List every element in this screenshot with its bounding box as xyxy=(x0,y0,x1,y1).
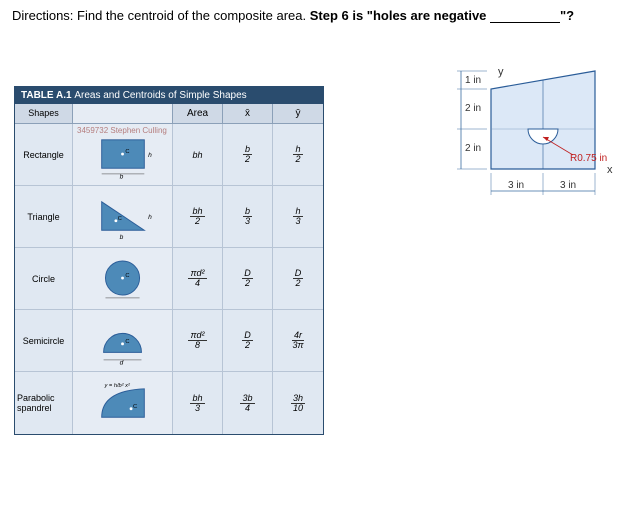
table-row: CircleCπd²4D2D2 xyxy=(15,248,323,310)
dir-bold: Step 6 is "holes are negative xyxy=(310,8,490,23)
row-area: πd²4 xyxy=(173,248,223,309)
row-ybar: h2 xyxy=(273,124,323,185)
row-area: bh3 xyxy=(173,372,223,434)
dim-left-upper: 2 in xyxy=(465,103,481,114)
dim-bottom-left: 3 in xyxy=(508,180,524,191)
row-xbar: b3 xyxy=(223,186,273,247)
svg-text:h: h xyxy=(148,214,152,221)
directions-text: Directions: Find the centroid of the com… xyxy=(0,0,626,31)
dim-bottom-right: 3 in xyxy=(560,180,576,191)
row-figure: Cd xyxy=(73,310,173,371)
svg-text:h: h xyxy=(148,152,152,159)
title-rest: Areas and Centroids of Simple Shapes xyxy=(74,90,246,101)
row-ybar: h3 xyxy=(273,186,323,247)
svg-text:C: C xyxy=(125,273,129,279)
hdr-area: Area xyxy=(173,104,223,123)
row-name: Semicircle xyxy=(15,310,73,371)
table-row: Parabolic spandrelCy = h/b² x²bh33b43h10 xyxy=(15,372,323,434)
row-area: bh2 xyxy=(173,186,223,247)
row-xbar: 3b4 xyxy=(223,372,273,434)
hdr-xbar: x̄ xyxy=(223,104,273,123)
svg-text:C: C xyxy=(125,149,129,155)
svg-text:C: C xyxy=(117,216,121,222)
table-title: TABLE A.1 Areas and Centroids of Simple … xyxy=(15,87,323,104)
row-area: bh xyxy=(173,124,223,185)
table-body: Rectangle3459732 Stephen CullingbhCbhb2h… xyxy=(15,124,323,434)
row-ybar: D2 xyxy=(273,248,323,309)
row-figure: C xyxy=(73,248,173,309)
hdr-figure xyxy=(73,104,173,123)
svg-text:C: C xyxy=(125,339,129,345)
y-axis-label: y xyxy=(498,66,504,78)
row-xbar: b2 xyxy=(223,124,273,185)
blank-line xyxy=(490,22,560,23)
dir-suffix: "? xyxy=(560,8,574,23)
dir-prefix: Directions: Find the centroid of the com… xyxy=(12,8,310,23)
row-xbar: D2 xyxy=(223,310,273,371)
row-name: Parabolic spandrel xyxy=(15,372,73,434)
svg-text:b: b xyxy=(119,174,123,181)
radius-label: R0.75 in xyxy=(570,153,607,164)
row-name: Rectangle xyxy=(15,124,73,185)
svg-text:y = h/b² x²: y = h/b² x² xyxy=(103,382,130,388)
centroid-table: TABLE A.1 Areas and Centroids of Simple … xyxy=(14,86,324,435)
composite-figure: y x 1 in 2 in 2 in xyxy=(415,61,615,261)
table-row: Rectangle3459732 Stephen CullingbhCbhb2h… xyxy=(15,124,323,186)
row-figure: 3459732 Stephen Culling b h C xyxy=(73,124,173,185)
watermark: 3459732 Stephen Culling xyxy=(77,126,167,135)
svg-text:d: d xyxy=(119,360,123,367)
svg-text:C: C xyxy=(132,403,136,409)
row-ybar: 3h10 xyxy=(273,372,323,434)
row-figure: b h C xyxy=(73,186,173,247)
row-ybar: 4r3π xyxy=(273,310,323,371)
table-row: Triangle b h Cbh2b3h3 xyxy=(15,186,323,248)
table-header-row: Shapes Area x̄ ȳ xyxy=(15,104,323,124)
table-row: SemicircleCdπd²8D24r3π xyxy=(15,310,323,372)
x-axis-label: x xyxy=(607,164,613,176)
dim-top: 1 in xyxy=(465,75,481,86)
row-name: Triangle xyxy=(15,186,73,247)
row-area: πd²8 xyxy=(173,310,223,371)
row-name: Circle xyxy=(15,248,73,309)
svg-text:b: b xyxy=(119,234,123,241)
hdr-shapes: Shapes xyxy=(15,104,73,123)
row-xbar: D2 xyxy=(223,248,273,309)
row-figure: Cy = h/b² x² xyxy=(73,372,173,434)
dim-left-lower: 2 in xyxy=(465,143,481,154)
hdr-ybar: ȳ xyxy=(273,104,323,123)
title-bold: TABLE A.1 xyxy=(21,90,72,101)
figure-svg: y x 1 in 2 in 2 in xyxy=(415,61,615,261)
